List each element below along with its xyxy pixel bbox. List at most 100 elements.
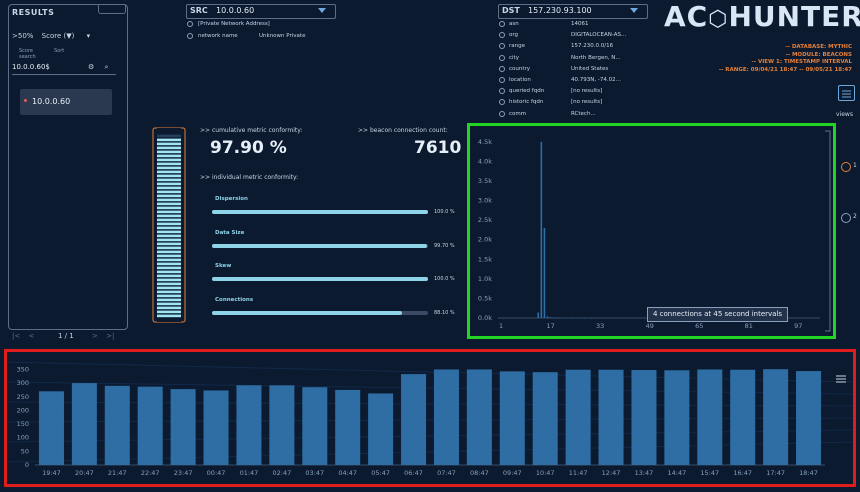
histogram-bar[interactable] xyxy=(577,317,580,319)
timeline-bar[interactable] xyxy=(532,372,558,465)
histogram-bar[interactable] xyxy=(549,317,552,318)
gauge-segment xyxy=(157,302,181,306)
timeline-bar[interactable] xyxy=(302,387,328,465)
x-tick-label: 12:47 xyxy=(602,469,621,477)
search-icon[interactable]: ⌕ xyxy=(104,63,109,71)
info-dot-icon xyxy=(499,99,505,106)
timeline-bar[interactable] xyxy=(71,383,97,465)
gauge-segment xyxy=(157,134,181,138)
histogram-bar[interactable] xyxy=(540,141,543,318)
src-header xyxy=(186,4,336,19)
timeline-bar[interactable] xyxy=(433,369,459,465)
timeline-bar[interactable] xyxy=(730,369,756,465)
filter-icon[interactable] xyxy=(318,8,326,13)
histogram-bar[interactable] xyxy=(636,317,639,319)
dst-row-value: DIGITALOCEAN-AS... xyxy=(571,32,627,39)
src-row-value: Unknown Private xyxy=(259,33,306,39)
gauge-segment xyxy=(157,190,181,194)
timeline-bar[interactable] xyxy=(565,369,591,465)
gauge-segment xyxy=(157,194,181,198)
histogram-bar[interactable] xyxy=(621,317,623,319)
gauge-segment xyxy=(157,206,181,210)
dst-row-key: country xyxy=(509,65,531,72)
histogram-tooltip: 4 connections at 45 second intervals xyxy=(647,307,789,322)
timeline-bar[interactable] xyxy=(137,386,163,465)
dst-row-key: city xyxy=(509,54,519,61)
y-tick-label: 0.0k xyxy=(478,314,492,322)
gauge-segment xyxy=(157,222,181,226)
sort-select[interactable]: Score (▼) xyxy=(41,32,75,40)
view-2-radio[interactable] xyxy=(841,213,851,223)
timeline-bar[interactable] xyxy=(38,391,64,465)
timeline-bar[interactable] xyxy=(796,371,822,465)
timeline-bar[interactable] xyxy=(203,390,229,465)
results-panel xyxy=(8,4,128,330)
threshold-select[interactable]: >50% xyxy=(12,32,34,40)
sort-caret-icon[interactable]: ▾ xyxy=(86,32,91,40)
timeline-bar[interactable] xyxy=(466,369,492,465)
histogram-bar[interactable] xyxy=(543,227,546,318)
histogram-bar[interactable] xyxy=(602,317,605,319)
histogram-bar[interactable] xyxy=(552,317,555,318)
metric-bar-track xyxy=(212,277,428,281)
first-page-button[interactable]: |< xyxy=(12,332,21,340)
gauge-segment xyxy=(157,290,181,294)
gauge-segment xyxy=(157,146,181,150)
dst-row-value: 14061 xyxy=(571,21,589,27)
gauge-segment xyxy=(157,306,181,310)
dst-row-key: asn xyxy=(509,21,519,27)
gear-icon[interactable]: ⚙ xyxy=(88,63,95,71)
timeline-bar[interactable] xyxy=(104,385,130,465)
search-input[interactable]: 10.0.0.60$ xyxy=(12,63,50,71)
histogram-bar[interactable] xyxy=(590,317,592,319)
gauge-segment xyxy=(157,246,181,250)
timeline-bar[interactable] xyxy=(401,374,427,465)
gauge-segment xyxy=(157,258,181,262)
gauge-segment xyxy=(157,278,181,282)
dst-row-value: [no results] xyxy=(571,99,603,106)
filter-icon[interactable] xyxy=(630,8,638,13)
timeline-bar[interactable] xyxy=(499,371,525,465)
timeline-bar[interactable] xyxy=(631,370,657,465)
views-list-icon[interactable] xyxy=(838,85,855,101)
hex-logo-icon: ⬡ xyxy=(708,7,729,32)
timeline-bar[interactable] xyxy=(697,369,723,465)
prev-page-button[interactable]: < xyxy=(28,332,35,340)
x-tick-label: 1 xyxy=(499,322,503,330)
timeline-bar[interactable] xyxy=(368,393,394,465)
pager-controls: |< < xyxy=(12,332,34,340)
histogram-bar[interactable] xyxy=(583,317,586,319)
histogram-bar[interactable] xyxy=(556,317,558,319)
timeline-bar[interactable] xyxy=(335,389,361,465)
gauge-segment xyxy=(157,314,181,318)
cumulative-label: >> cumulative metric conformity: xyxy=(200,127,303,134)
x-tick-label: 23:47 xyxy=(174,469,193,477)
gauge-segment xyxy=(157,242,181,246)
timeline-bar[interactable] xyxy=(170,389,196,465)
view-1-radio[interactable] xyxy=(841,162,851,172)
histogram-bar[interactable] xyxy=(571,317,574,319)
timeline-bar[interactable] xyxy=(763,369,789,465)
timeline-bar[interactable] xyxy=(236,385,262,465)
timeline-bar[interactable] xyxy=(664,370,690,465)
x-tick-label: 04:47 xyxy=(338,469,357,477)
histogram-bar[interactable] xyxy=(537,312,540,318)
last-page-button[interactable]: >| xyxy=(106,332,115,340)
dst-row-key: org xyxy=(509,32,519,39)
cumulative-value: 97.90 % xyxy=(210,138,287,158)
search-underline xyxy=(12,74,116,75)
y-tick-label: 50 xyxy=(21,447,29,455)
hamburger-icon[interactable] xyxy=(836,368,846,387)
y-tick-label: 0 xyxy=(25,461,29,469)
views-label: views xyxy=(836,111,853,118)
histogram-bar[interactable] xyxy=(565,317,567,319)
next-page-button[interactable]: > xyxy=(92,332,98,340)
gauge-segment xyxy=(157,150,181,154)
timeline-bar[interactable] xyxy=(269,385,295,465)
result-item[interactable] xyxy=(20,89,112,115)
info-dot-icon xyxy=(499,54,505,61)
timeline-bar[interactable] xyxy=(598,369,624,465)
histogram-bar[interactable] xyxy=(559,317,561,319)
info-dot-icon xyxy=(499,77,505,83)
histogram-bar[interactable] xyxy=(546,316,549,318)
